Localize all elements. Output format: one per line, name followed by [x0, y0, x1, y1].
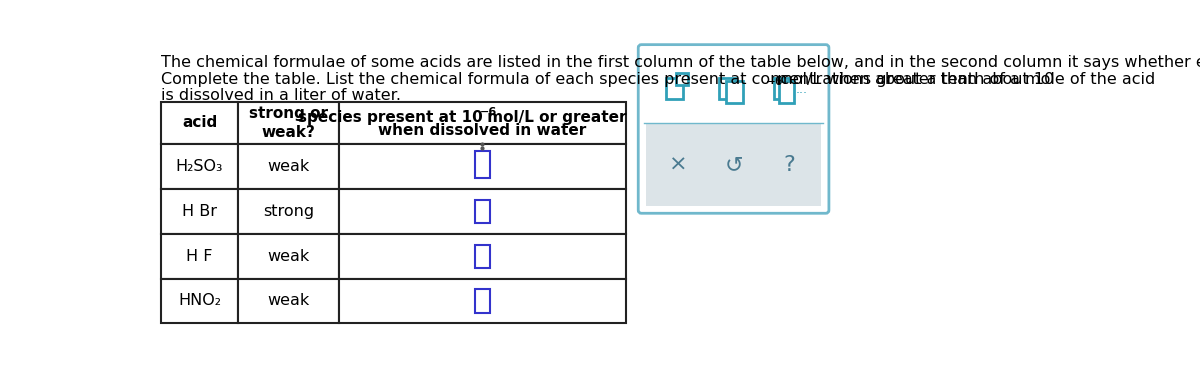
- Bar: [340, 189, 626, 234]
- Bar: [726, 81, 743, 103]
- Text: acid: acid: [182, 115, 217, 130]
- Bar: [340, 234, 626, 279]
- Text: H₂SO₃: H₂SO₃: [176, 159, 223, 174]
- Bar: [239, 234, 340, 279]
- Bar: [161, 144, 239, 189]
- Text: strong or
weak?: strong or weak?: [250, 106, 329, 140]
- FancyBboxPatch shape: [638, 45, 829, 213]
- Text: weak: weak: [268, 294, 310, 308]
- Bar: [719, 77, 736, 99]
- Text: is dissolved in a liter of water.: is dissolved in a liter of water.: [161, 88, 401, 103]
- Bar: [161, 279, 239, 323]
- Bar: [475, 289, 491, 312]
- Bar: [774, 77, 790, 99]
- Bar: [779, 81, 793, 103]
- Bar: [676, 73, 688, 85]
- Bar: [239, 189, 340, 234]
- Bar: [340, 102, 626, 144]
- Bar: [340, 279, 626, 323]
- Bar: [340, 144, 626, 189]
- Text: when dissolved in water: when dissolved in water: [378, 123, 587, 138]
- Text: weak: weak: [268, 159, 310, 174]
- Bar: [161, 102, 239, 144]
- Text: H F: H F: [186, 248, 212, 264]
- Text: species present at 10: species present at 10: [298, 110, 482, 125]
- Text: The chemical formulae of some acids are listed in the first column of the table : The chemical formulae of some acids are …: [161, 55, 1200, 70]
- Bar: [161, 189, 239, 234]
- Bar: [475, 151, 491, 177]
- Text: weak: weak: [268, 248, 310, 264]
- Text: ×: ×: [668, 155, 688, 175]
- Text: Complete the table. List the chemical formula of each species present at concent: Complete the table. List the chemical fo…: [161, 71, 1054, 87]
- Bar: [475, 244, 491, 267]
- Text: mol/L when about a tenth of a mole of the acid: mol/L when about a tenth of a mole of th…: [773, 71, 1156, 87]
- Bar: [475, 200, 491, 223]
- Text: −6: −6: [766, 75, 782, 88]
- Bar: [161, 234, 239, 279]
- Text: ...: ...: [796, 83, 808, 96]
- Bar: [239, 144, 340, 189]
- Text: −6: −6: [480, 107, 498, 117]
- Text: ?: ?: [784, 155, 794, 175]
- Text: H Br: H Br: [182, 204, 217, 219]
- Bar: [239, 102, 340, 144]
- Bar: [239, 279, 340, 323]
- Bar: [666, 77, 683, 99]
- FancyBboxPatch shape: [646, 124, 821, 206]
- Text: mol/L or greater: mol/L or greater: [482, 110, 626, 125]
- Text: strong: strong: [263, 204, 314, 219]
- Text: ↺: ↺: [725, 155, 743, 175]
- Text: HNO₂: HNO₂: [178, 294, 221, 308]
